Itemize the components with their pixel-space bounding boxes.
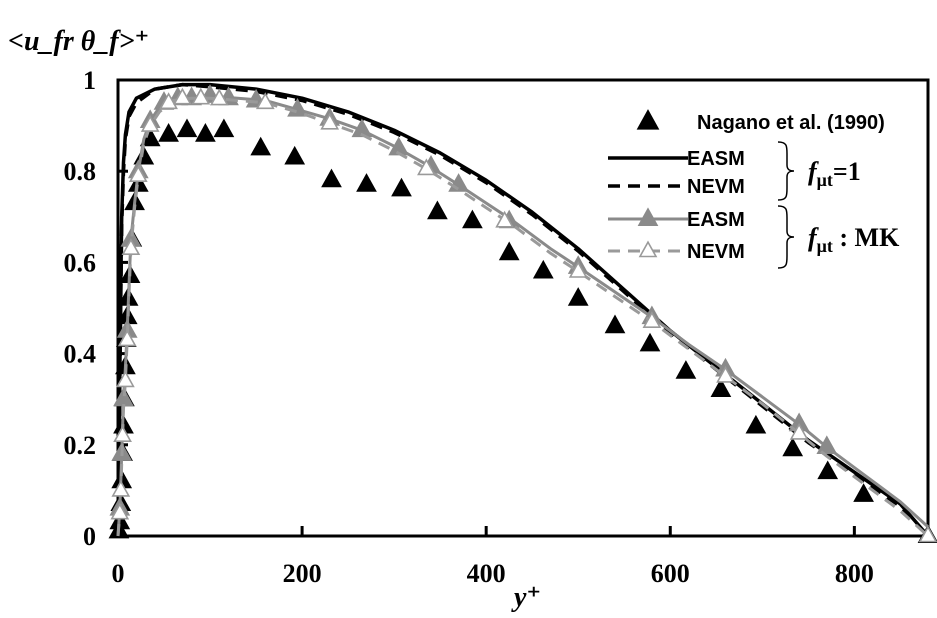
tick-labels: 0 200 400 600 800 0 0.2 0.4 0.6 0.8 1	[64, 66, 874, 588]
legend-label: Nagano et al. (1990)	[697, 112, 885, 134]
series-line	[116, 96, 930, 538]
data-point	[250, 136, 272, 156]
legend-marker	[637, 207, 659, 226]
y-tick-label: 0	[83, 522, 96, 551]
y-tick-label: 0.4	[64, 340, 97, 369]
legend-bracket	[777, 205, 795, 269]
y-tick-label: 0.6	[64, 248, 97, 277]
series-3	[109, 84, 930, 537]
data-point	[110, 502, 130, 520]
series-line	[116, 94, 930, 537]
data-point	[176, 118, 198, 138]
data-point	[532, 259, 554, 279]
x-tick-label: 0	[112, 559, 125, 588]
data-point	[427, 200, 448, 220]
data-point	[128, 165, 148, 182]
x-tick-label: 200	[283, 559, 322, 588]
data-point	[159, 92, 178, 110]
plot-frame-border	[116, 78, 930, 538]
y-axis-title: <u_fr θ_f>⁺	[8, 26, 149, 57]
data-point	[816, 435, 838, 455]
data-point	[789, 422, 809, 440]
data-point	[918, 525, 937, 543]
series-line	[116, 82, 930, 538]
data-point	[195, 123, 216, 142]
data-point	[111, 479, 131, 497]
x-axis-label: y⁺	[511, 582, 541, 613]
legend-marker	[636, 109, 660, 130]
data-point	[320, 112, 340, 130]
data-point	[356, 173, 377, 192]
legend-label: EASM	[687, 148, 745, 170]
x-tick-label: 600	[651, 559, 690, 588]
data-point	[639, 332, 661, 352]
x-tick-label: 800	[835, 559, 874, 588]
data-point	[209, 88, 229, 106]
legend-marker	[638, 240, 658, 258]
data-point	[117, 329, 137, 347]
legend-bracket	[777, 141, 795, 201]
data-point	[140, 115, 160, 132]
legend-group-label: fμt=1	[808, 157, 861, 190]
data-point	[158, 123, 179, 142]
data-point	[191, 87, 211, 105]
data-point	[448, 173, 469, 192]
y-tick-label: 0.2	[64, 431, 97, 460]
x-axis-title: y⁺	[511, 582, 541, 613]
data-point	[567, 287, 589, 306]
data-point	[642, 311, 662, 329]
data-point	[213, 118, 235, 138]
legend-label: EASM	[687, 209, 745, 231]
data-point	[495, 210, 514, 228]
legend-label: NEVM	[687, 241, 745, 263]
x-tick-label: 400	[467, 559, 506, 588]
data-point	[853, 483, 874, 502]
data-point	[498, 241, 520, 261]
legend: Nagano et al. (1990) EASM NEVM EASM NEVM fμt=…	[608, 109, 900, 269]
data-point	[716, 365, 735, 383]
data-point	[321, 168, 342, 188]
data-point	[173, 87, 192, 105]
y-tick-label: 0.8	[64, 157, 97, 186]
legend-group-label: fμt : MK	[808, 223, 900, 256]
data-point	[604, 314, 626, 334]
data-point	[116, 370, 135, 388]
data-point	[710, 378, 732, 398]
series-4	[110, 87, 937, 543]
data-point	[782, 437, 804, 457]
data-point	[417, 158, 436, 176]
data-point	[255, 92, 275, 110]
plot-frame	[116, 78, 930, 538]
data-point	[817, 460, 839, 480]
data-point	[745, 414, 767, 434]
data-point	[121, 238, 141, 255]
series-2	[116, 82, 930, 538]
series-line	[116, 82, 930, 538]
data-point	[568, 260, 588, 278]
series-layer	[108, 82, 937, 544]
data-point	[113, 425, 132, 443]
data-point	[675, 360, 697, 379]
y-tick-label: 1	[83, 66, 96, 95]
series-1	[116, 82, 930, 538]
data-point	[284, 145, 306, 165]
data-point	[462, 209, 483, 229]
legend-label: NEVM	[687, 176, 745, 198]
y-axis-label: <u_fr θ_f>⁺	[8, 26, 149, 57]
data-point	[391, 177, 412, 197]
